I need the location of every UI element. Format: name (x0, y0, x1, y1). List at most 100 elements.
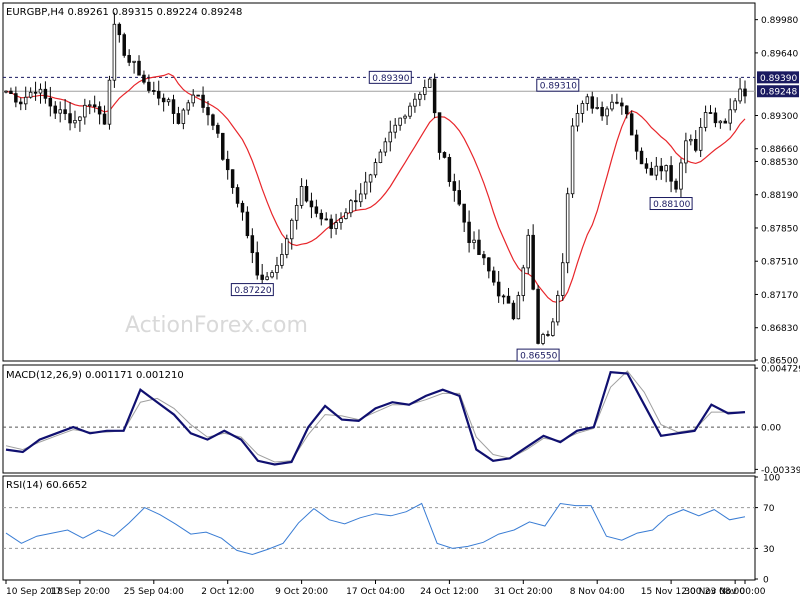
candle-body (733, 100, 737, 111)
candle-body (496, 281, 501, 297)
candle (743, 80, 747, 104)
candle (181, 108, 186, 130)
macd-signal-line (5, 370, 745, 463)
watermark: ActionForex.com (125, 313, 308, 338)
annotation-box (536, 78, 580, 92)
candle (294, 198, 299, 230)
candle (634, 129, 639, 160)
candle (201, 86, 205, 113)
macd-tick-label: 0.00 (761, 424, 781, 434)
candle-body (388, 131, 393, 143)
candle-body (255, 252, 260, 276)
candle (531, 224, 535, 291)
candle-body (477, 239, 481, 255)
price-tick-label: 0.89980 (761, 16, 798, 26)
candle-body (230, 169, 235, 188)
current-price-tag: 0.89248 (757, 85, 799, 98)
annotation-box (230, 283, 274, 297)
candle-body (447, 157, 452, 182)
rsi-tick-label: 70 (763, 504, 775, 514)
candle (216, 122, 220, 138)
candle (423, 79, 427, 101)
candle-body (43, 88, 48, 99)
candle (477, 229, 481, 255)
chart-header: EURGBP,H4 0.89261 0.89315 0.89224 0.8924… (6, 7, 242, 18)
candle-body (53, 105, 58, 114)
candle (368, 173, 373, 193)
price-annotation: 0.89390 (368, 70, 412, 84)
candle (319, 209, 324, 226)
candle-body (290, 219, 294, 240)
rsi-tick-label: 100 (763, 474, 780, 484)
candle (97, 101, 102, 125)
candle (152, 81, 156, 95)
candle-body (324, 218, 328, 221)
candle-body (743, 88, 747, 97)
candle (556, 290, 560, 326)
candle-body (413, 98, 417, 107)
candle (733, 97, 737, 113)
candle (575, 104, 580, 132)
candle (516, 291, 521, 320)
candle (329, 214, 333, 239)
candle (398, 117, 402, 131)
candle (560, 253, 565, 301)
candle-body (713, 112, 718, 124)
candle-body (9, 90, 13, 94)
candle-body (275, 264, 279, 273)
price-tick-label: 0.88530 (761, 158, 798, 168)
candle-body (615, 101, 619, 104)
candle (191, 89, 195, 107)
candle-body (196, 94, 200, 97)
candle (58, 101, 62, 123)
candle (221, 132, 225, 161)
candle (698, 118, 703, 158)
candle-body (521, 267, 526, 296)
candle (265, 272, 269, 281)
annotation-text: 0.88100 (653, 200, 690, 210)
candle-body (319, 212, 324, 220)
candle-body (600, 107, 604, 117)
annotation-text: 0.89310 (540, 82, 577, 92)
candle-body (339, 218, 343, 223)
candle (53, 101, 58, 119)
candle-body (629, 113, 634, 136)
candle-body (122, 34, 126, 56)
candle-body (68, 113, 72, 124)
candle (388, 120, 393, 152)
candle-body (639, 150, 644, 165)
candle (620, 97, 624, 115)
candle-body (137, 60, 141, 76)
annotation-box (516, 348, 560, 362)
candle (275, 256, 279, 280)
candle (206, 100, 210, 126)
candle (551, 318, 555, 337)
candle-body (171, 99, 176, 114)
candle (496, 270, 501, 303)
candle-body (541, 334, 545, 344)
candle-body (176, 113, 181, 124)
candle-body (152, 90, 156, 92)
candle-body (19, 101, 23, 105)
candle-body (437, 112, 442, 153)
candle-body (634, 134, 639, 152)
candle-body (723, 120, 728, 124)
candle-body (235, 187, 240, 204)
macd-axis: 0.004729 0.00 -0.003391 (755, 365, 800, 476)
candle (166, 97, 171, 106)
candle-body (73, 120, 77, 124)
candle (467, 210, 471, 253)
candle (506, 287, 511, 304)
candle (14, 86, 18, 108)
candle-body (147, 81, 151, 91)
time-tick-label: 25 Sep 04:00 (124, 587, 184, 597)
candle (629, 110, 634, 136)
candle (452, 173, 457, 202)
candle (240, 200, 245, 221)
candle (511, 300, 516, 321)
candle-body (580, 103, 585, 114)
candle (457, 180, 461, 207)
candle-body (708, 112, 713, 114)
candle (708, 105, 713, 114)
candle-body (556, 295, 560, 323)
